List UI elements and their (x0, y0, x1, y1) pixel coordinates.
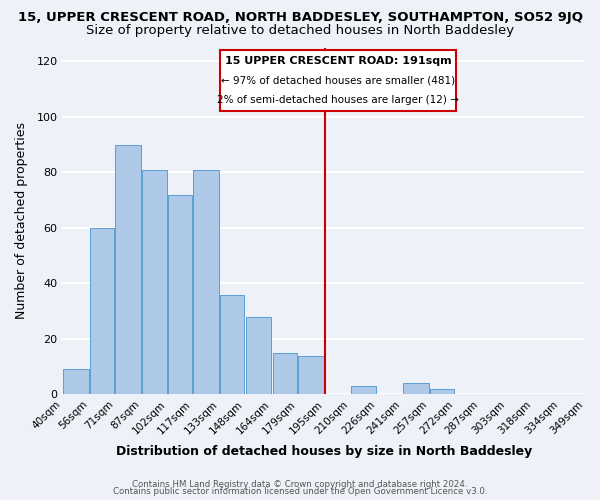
Bar (193, 170, 219, 394)
Y-axis label: Number of detached properties: Number of detached properties (15, 122, 28, 320)
Bar (245, 316, 271, 394)
FancyBboxPatch shape (220, 50, 457, 112)
Text: Size of property relative to detached houses in North Baddesley: Size of property relative to detached ho… (86, 24, 514, 37)
Bar (115, 144, 141, 394)
Text: 15 UPPER CRESCENT ROAD: 191sqm: 15 UPPER CRESCENT ROAD: 191sqm (225, 56, 451, 66)
Bar (430, 389, 454, 394)
Text: Contains public sector information licensed under the Open Government Licence v3: Contains public sector information licen… (113, 487, 487, 496)
Bar (273, 353, 297, 395)
Bar (142, 170, 167, 394)
Bar (403, 384, 429, 394)
Bar (168, 194, 192, 394)
Bar (350, 386, 376, 394)
Bar (90, 228, 114, 394)
Text: Contains HM Land Registry data © Crown copyright and database right 2024.: Contains HM Land Registry data © Crown c… (132, 480, 468, 489)
Text: 2% of semi-detached houses are larger (12) →: 2% of semi-detached houses are larger (1… (217, 94, 459, 104)
Text: ← 97% of detached houses are smaller (481): ← 97% of detached houses are smaller (48… (221, 76, 455, 86)
X-axis label: Distribution of detached houses by size in North Baddesley: Distribution of detached houses by size … (116, 444, 532, 458)
Bar (220, 294, 244, 394)
Text: 15, UPPER CRESCENT ROAD, NORTH BADDESLEY, SOUTHAMPTON, SO52 9JQ: 15, UPPER CRESCENT ROAD, NORTH BADDESLEY… (17, 11, 583, 24)
Bar (63, 370, 89, 394)
Bar (298, 356, 324, 395)
